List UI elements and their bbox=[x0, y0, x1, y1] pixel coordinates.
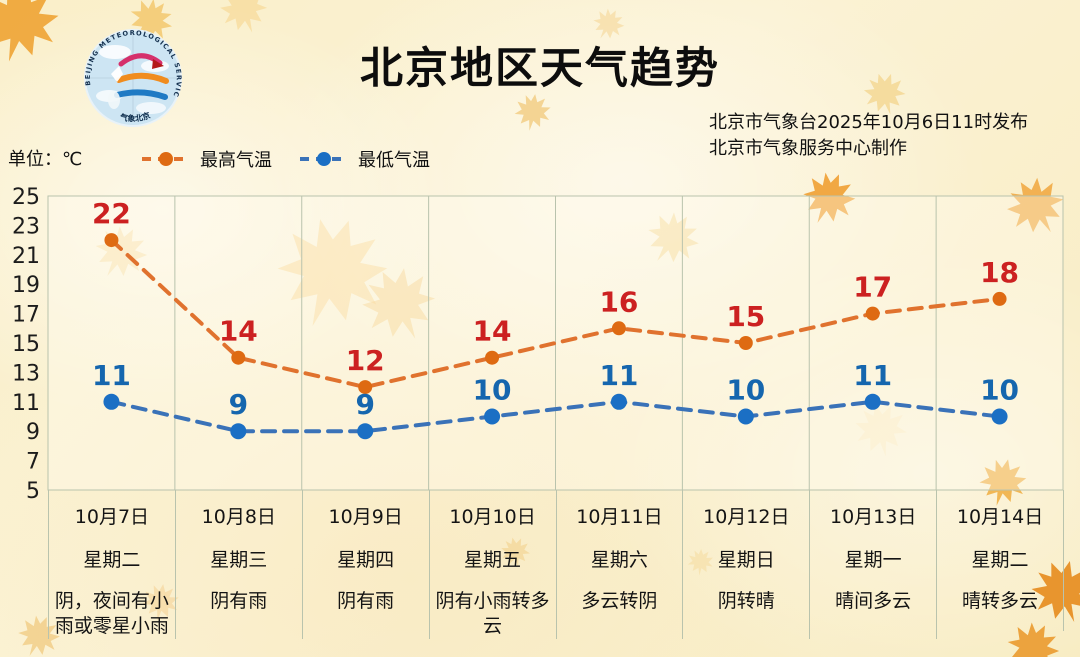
forecast-day-column: 10月12日 星期日 阴转晴 bbox=[682, 490, 809, 639]
date-label: 10月7日 bbox=[74, 506, 150, 528]
data-point-label: 9 bbox=[229, 388, 248, 421]
weather-label: 阴，夜间有小雨或零星小雨 bbox=[54, 590, 169, 637]
series-line-max-temp bbox=[109, 238, 1002, 390]
y-axis-tick-label: 17 bbox=[12, 303, 40, 328]
weekday-label: 星期一 bbox=[844, 549, 902, 571]
forecast-day-column: 10月10日 星期五 阴有小雨转多云 bbox=[428, 490, 556, 639]
data-point-marker bbox=[610, 393, 627, 410]
data-point-marker bbox=[484, 408, 501, 425]
data-point-marker bbox=[357, 423, 374, 440]
data-point-label: 14 bbox=[219, 315, 258, 348]
data-point-label: 16 bbox=[599, 285, 638, 318]
data-point-marker bbox=[992, 291, 1007, 306]
logo-shuttlecock-icon bbox=[111, 66, 123, 82]
date-label: 10月13日 bbox=[830, 506, 917, 528]
data-point-marker bbox=[865, 306, 880, 321]
weather-label: 阴有小雨转多云 bbox=[435, 590, 550, 637]
forecast-day-column: 10月11日 星期六 多云转阴 bbox=[555, 490, 683, 639]
weekday-label: 星期二 bbox=[83, 549, 141, 571]
y-axis-tick-label: 9 bbox=[26, 420, 40, 445]
data-point-label: 11 bbox=[92, 359, 131, 392]
data-point-marker bbox=[864, 393, 881, 410]
weather-label: 阴转晴 bbox=[717, 590, 775, 612]
date-label: 10月12日 bbox=[703, 506, 790, 528]
data-point-label: 18 bbox=[980, 256, 1019, 289]
data-point-marker bbox=[991, 408, 1008, 425]
weather-label: 阴有雨 bbox=[337, 590, 395, 612]
temperature-trend-chart: 25 23 21 19 17 15 13 11 9 7 5 22 14 12 14 16 15 17 18 11 9 9 1… bbox=[12, 185, 1064, 504]
data-point-marker bbox=[611, 321, 626, 336]
data-point-marker bbox=[485, 350, 500, 365]
weekday-label: 星期二 bbox=[971, 549, 1029, 571]
y-axis-tick-label: 21 bbox=[12, 244, 40, 269]
max-temp-line-icon bbox=[142, 152, 190, 166]
weekday-label: 星期三 bbox=[210, 549, 268, 571]
weekday-label: 星期五 bbox=[464, 549, 522, 571]
data-point-label: 10 bbox=[473, 374, 512, 407]
beijing-meteorological-service-logo: BEIJING METEOROLOGICAL SERVICE 气象北京 bbox=[83, 28, 183, 128]
y-axis-tick-label: 23 bbox=[12, 214, 40, 239]
date-label: 10月14日 bbox=[956, 506, 1044, 528]
weekday-label: 星期六 bbox=[590, 549, 648, 571]
y-axis-tick-label: 11 bbox=[12, 391, 40, 416]
logo-blue-swoosh bbox=[114, 89, 168, 100]
legend-label-min-temp: 最低气温 bbox=[358, 150, 430, 171]
data-point-label: 14 bbox=[473, 315, 512, 348]
unit-label: 单位：℃ bbox=[8, 149, 83, 170]
data-point-marker bbox=[104, 233, 119, 248]
date-label: 10月11日 bbox=[576, 506, 663, 528]
chart-legend: 最高气温 最低气温 bbox=[140, 146, 456, 172]
page-title: 北京地区天气趋势 bbox=[360, 44, 720, 94]
data-point-marker bbox=[738, 336, 753, 350]
issue-line-producer: 北京市气象服务中心制作 bbox=[709, 138, 907, 159]
date-label: 10月10日 bbox=[449, 506, 536, 528]
data-point-marker bbox=[737, 408, 754, 425]
weekday-label: 星期日 bbox=[717, 549, 775, 571]
data-point-marker bbox=[103, 393, 120, 410]
series-line-min-temp bbox=[109, 399, 1002, 434]
data-point-label: 11 bbox=[853, 359, 892, 392]
min-temp-line-icon bbox=[300, 152, 348, 166]
forecast-day-column: 10月7日 星期二 阴，夜间有小雨或零星小雨 bbox=[48, 490, 175, 639]
y-axis-tick-label: 19 bbox=[12, 273, 40, 298]
logo-pink-swoosh bbox=[118, 53, 163, 67]
logo-orange-swoosh bbox=[116, 72, 169, 84]
data-point-label: 11 bbox=[599, 359, 638, 392]
legend-item-min-temp: 最低气温 bbox=[298, 146, 430, 172]
data-point-marker bbox=[230, 423, 247, 440]
data-point-marker bbox=[231, 350, 246, 365]
y-axis-tick-label: 15 bbox=[12, 332, 40, 357]
data-point-label: 22 bbox=[92, 197, 131, 230]
data-point-label: 10 bbox=[726, 374, 765, 407]
logo-arrow bbox=[152, 59, 164, 69]
legend-item-max-temp: 最高气温 bbox=[140, 146, 272, 172]
date-label: 10月9日 bbox=[328, 506, 403, 528]
forecast-day-column: 10月8日 星期三 阴有雨 bbox=[174, 490, 302, 639]
data-point-label: 17 bbox=[853, 271, 892, 304]
y-axis-tick-label: 7 bbox=[26, 450, 40, 475]
data-point-label: 15 bbox=[726, 300, 765, 333]
issue-line-publisher: 北京市气象台2025年10月6日11时发布 bbox=[709, 112, 1029, 133]
forecast-day-column: 10月9日 星期四 阴有雨 bbox=[301, 490, 429, 639]
data-point-label: 9 bbox=[355, 388, 374, 421]
forecast-day-column: 10月13日 星期一 晴间多云 bbox=[809, 490, 936, 639]
weather-label: 多云转阴 bbox=[581, 590, 658, 612]
weather-label: 阴有雨 bbox=[210, 590, 268, 612]
data-point-label: 12 bbox=[346, 344, 385, 377]
weather-label: 晴转多云 bbox=[962, 590, 1039, 612]
forecast-day-column: 10月14日 星期二 晴转多云 bbox=[936, 490, 1063, 639]
y-axis-tick-label: 5 bbox=[26, 479, 40, 504]
forecast-day-table: 10月7日 星期二 阴，夜间有小雨或零星小雨 10月8日 星期三 阴有雨 10月… bbox=[48, 490, 1064, 639]
issue-info: 北京市气象台2025年10月6日11时发布 北京市气象服务中心制作 bbox=[709, 110, 1028, 162]
data-point-marker bbox=[358, 380, 373, 395]
legend-label-max-temp: 最高气温 bbox=[200, 150, 272, 171]
y-axis-tick-label: 13 bbox=[12, 361, 40, 386]
weather-label: 晴间多云 bbox=[835, 590, 912, 612]
date-label: 10月8日 bbox=[201, 506, 276, 528]
weekday-label: 星期四 bbox=[337, 549, 395, 571]
data-point-label: 10 bbox=[980, 374, 1019, 407]
y-axis-tick-label: 25 bbox=[12, 185, 40, 210]
